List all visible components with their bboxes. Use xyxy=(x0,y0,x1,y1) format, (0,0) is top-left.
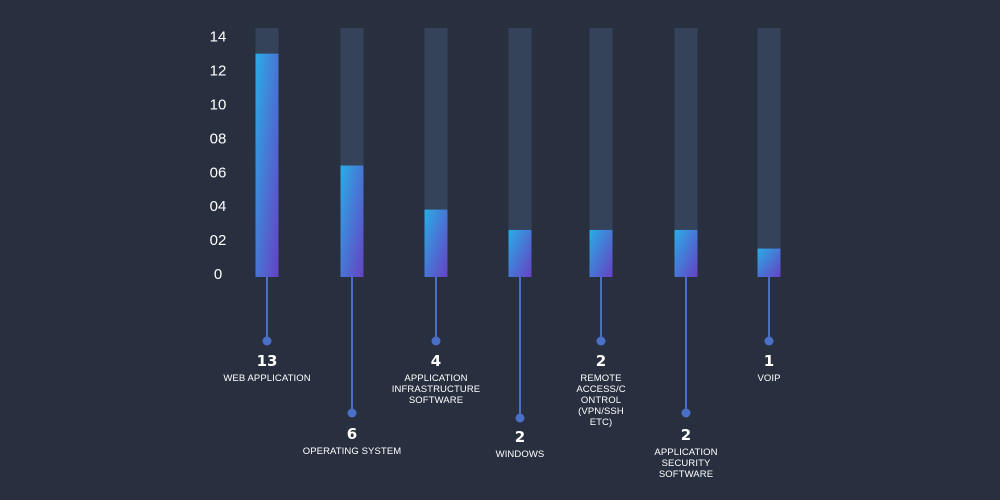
label-dot xyxy=(681,408,691,418)
label-dot xyxy=(431,336,441,346)
category-label: ETC) xyxy=(590,417,613,428)
category-label: ONTROL xyxy=(581,395,621,406)
category-label: (VPN/SSH xyxy=(578,406,624,417)
bar xyxy=(340,165,364,277)
y-tick-label: 0 xyxy=(214,266,222,283)
bar xyxy=(757,248,781,277)
category-label: REMOTE xyxy=(580,373,621,384)
label-dot xyxy=(347,408,357,418)
category-label: INFRASTRUCTURE xyxy=(392,384,480,395)
y-axis-ticks: 0 02 04 06 08 10 12 14 xyxy=(210,29,227,283)
category-label: OPERATING SYSTEM xyxy=(303,446,402,457)
category-labels: 13 WEB APPLICATION 6 OPERATING SYSTEM 4 APPLI… xyxy=(223,352,780,480)
label-dot xyxy=(262,336,272,346)
data-label: 1 xyxy=(764,352,774,370)
bar xyxy=(674,229,698,277)
bar xyxy=(255,53,279,278)
bar-track xyxy=(589,28,613,274)
category-label: SOFTWARE xyxy=(659,469,713,480)
y-tick-label: 12 xyxy=(210,63,227,80)
category-label: SOFTWARE xyxy=(409,395,463,406)
label-dot xyxy=(596,336,606,346)
bar-track xyxy=(757,28,781,274)
y-tick-label: 14 xyxy=(210,29,227,46)
category-label: SECURITY xyxy=(662,458,711,469)
data-label: 4 xyxy=(431,352,441,370)
label-stems xyxy=(262,277,774,423)
category-label: APPLICATION xyxy=(404,373,467,384)
y-tick-label: 10 xyxy=(210,97,227,114)
category-label: VOIP xyxy=(757,373,780,384)
bars xyxy=(255,53,781,278)
data-label: 2 xyxy=(681,426,691,444)
data-label: 2 xyxy=(515,428,525,446)
data-label: 2 xyxy=(596,352,606,370)
y-tick-label: 08 xyxy=(210,130,227,147)
bar xyxy=(424,209,448,277)
y-tick-label: 04 xyxy=(210,198,227,215)
label-dot xyxy=(515,413,525,423)
data-label: 13 xyxy=(257,352,278,370)
category-label: APPLICATION xyxy=(654,447,717,458)
category-label: WINDOWS xyxy=(496,449,545,460)
label-dot xyxy=(764,336,774,346)
category-label: WEB APPLICATION xyxy=(223,373,310,384)
data-label: 6 xyxy=(347,425,357,443)
y-tick-label: 02 xyxy=(210,232,227,249)
bar xyxy=(508,229,532,277)
bar-track xyxy=(508,28,532,274)
y-tick-label: 06 xyxy=(210,164,227,181)
bar xyxy=(589,229,613,277)
bar-track xyxy=(674,28,698,274)
category-label: ACCESS/C xyxy=(576,384,625,395)
